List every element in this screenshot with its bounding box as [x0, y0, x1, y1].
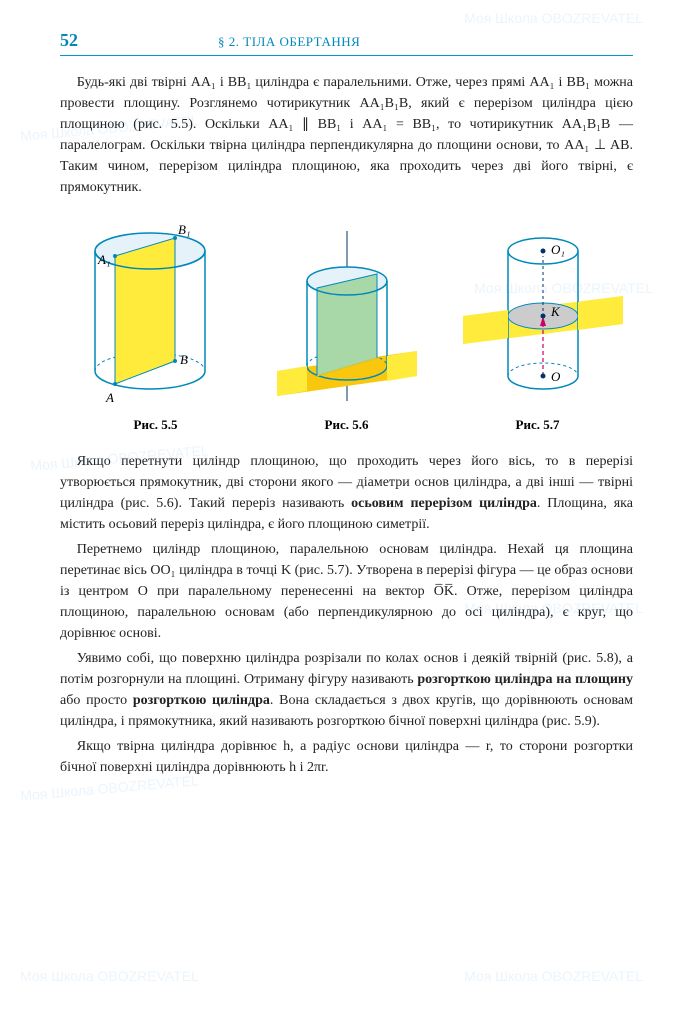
paragraph-1: Будь-які дві твірні AA₁ і BB₁ циліндра є…: [60, 72, 633, 198]
page-number: 52: [60, 30, 78, 51]
label-O: O: [551, 369, 561, 384]
figure-5-5-svg: A₁ B₁ A B: [60, 216, 240, 406]
figure-captions: Рис. 5.5 Рис. 5.6 Рис. 5.7: [60, 417, 633, 433]
figure-5-7: O₁ K O: [453, 216, 633, 411]
label-B1: B₁: [178, 222, 190, 237]
label-A1: A₁: [97, 252, 110, 267]
figures-row: A₁ B₁ A B: [60, 216, 633, 411]
para4-d: розгорткою циліндра: [133, 693, 270, 708]
paragraph-3: Перетнемо циліндр площиною, паралельною …: [60, 539, 633, 644]
paragraph-5: Якщо твірна циліндра дорівнює h, а радіу…: [60, 736, 633, 778]
watermark: Моя Школа OBOZREVATEL: [20, 968, 199, 984]
textbook-page: Моя Школа OBOZREVATEL Моя Школа OBOZREVA…: [0, 0, 683, 1024]
paragraph-4: Уявимо собі, що поверхню циліндра розріз…: [60, 648, 633, 732]
label-O1: O₁: [551, 242, 565, 257]
section-title: § 2. ТІЛА ОБЕРТАННЯ: [218, 34, 360, 50]
figure-5-7-svg: O₁ K O: [453, 216, 633, 406]
paragraph-2: Якщо перетнути циліндр площиною, що прох…: [60, 451, 633, 535]
para4-c: або просто: [60, 693, 133, 708]
page-header: 52 § 2. ТІЛА ОБЕРТАННЯ: [60, 30, 633, 56]
para4-b: розгорткою циліндра на площину: [417, 672, 633, 687]
label-B: B: [180, 352, 188, 367]
figure-5-5: A₁ B₁ A B: [60, 216, 240, 411]
watermark: Моя Школа OBOZREVATEL: [464, 968, 643, 984]
caption-5-6: Рис. 5.6: [251, 417, 442, 433]
figure-5-6-svg: [262, 226, 432, 406]
figure-5-6: [262, 226, 432, 411]
label-A: A: [105, 390, 114, 405]
caption-5-7: Рис. 5.7: [442, 417, 633, 433]
caption-5-5: Рис. 5.5: [60, 417, 251, 433]
label-K: K: [550, 304, 561, 319]
para2-bold: осьовим перерізом циліндра: [351, 496, 537, 511]
watermark: Моя Школа OBOZREVATEL: [464, 10, 643, 26]
